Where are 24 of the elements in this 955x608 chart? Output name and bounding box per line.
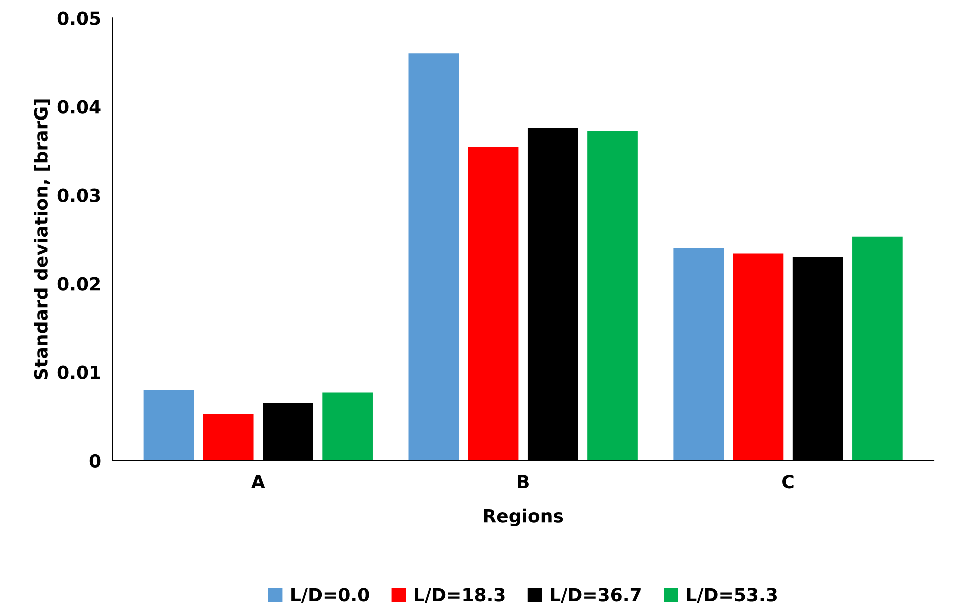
legend-label: L/D=36.7 xyxy=(551,588,641,604)
x-tick-label: B xyxy=(518,475,529,488)
y-tick-label: 0.02 xyxy=(58,277,100,291)
y-axis-title: Standard deviation, [brarG] xyxy=(34,100,50,380)
bar xyxy=(144,390,194,461)
y-tick-label: 0 xyxy=(90,454,101,468)
x-tick-label: A xyxy=(252,475,266,488)
y-tick-label: 0.05 xyxy=(58,12,100,26)
legend-label: L/D=53.3 xyxy=(687,588,777,604)
bar xyxy=(408,54,460,461)
x-tick-label: C xyxy=(782,475,794,489)
legend-label: L/D=18.3 xyxy=(415,588,505,604)
legend-label: L/D=0.0 xyxy=(292,588,370,604)
bar xyxy=(203,414,254,461)
bar xyxy=(588,132,638,461)
bar xyxy=(674,248,724,461)
bar xyxy=(733,254,784,461)
y-tick-label: 0.01 xyxy=(58,366,100,380)
bar xyxy=(322,392,373,461)
bar xyxy=(468,147,519,461)
bar xyxy=(852,236,903,461)
y-tick-label: 0.03 xyxy=(58,188,100,202)
y-tick-label: 0.04 xyxy=(58,100,101,114)
x-axis-title: Regions xyxy=(484,508,564,527)
